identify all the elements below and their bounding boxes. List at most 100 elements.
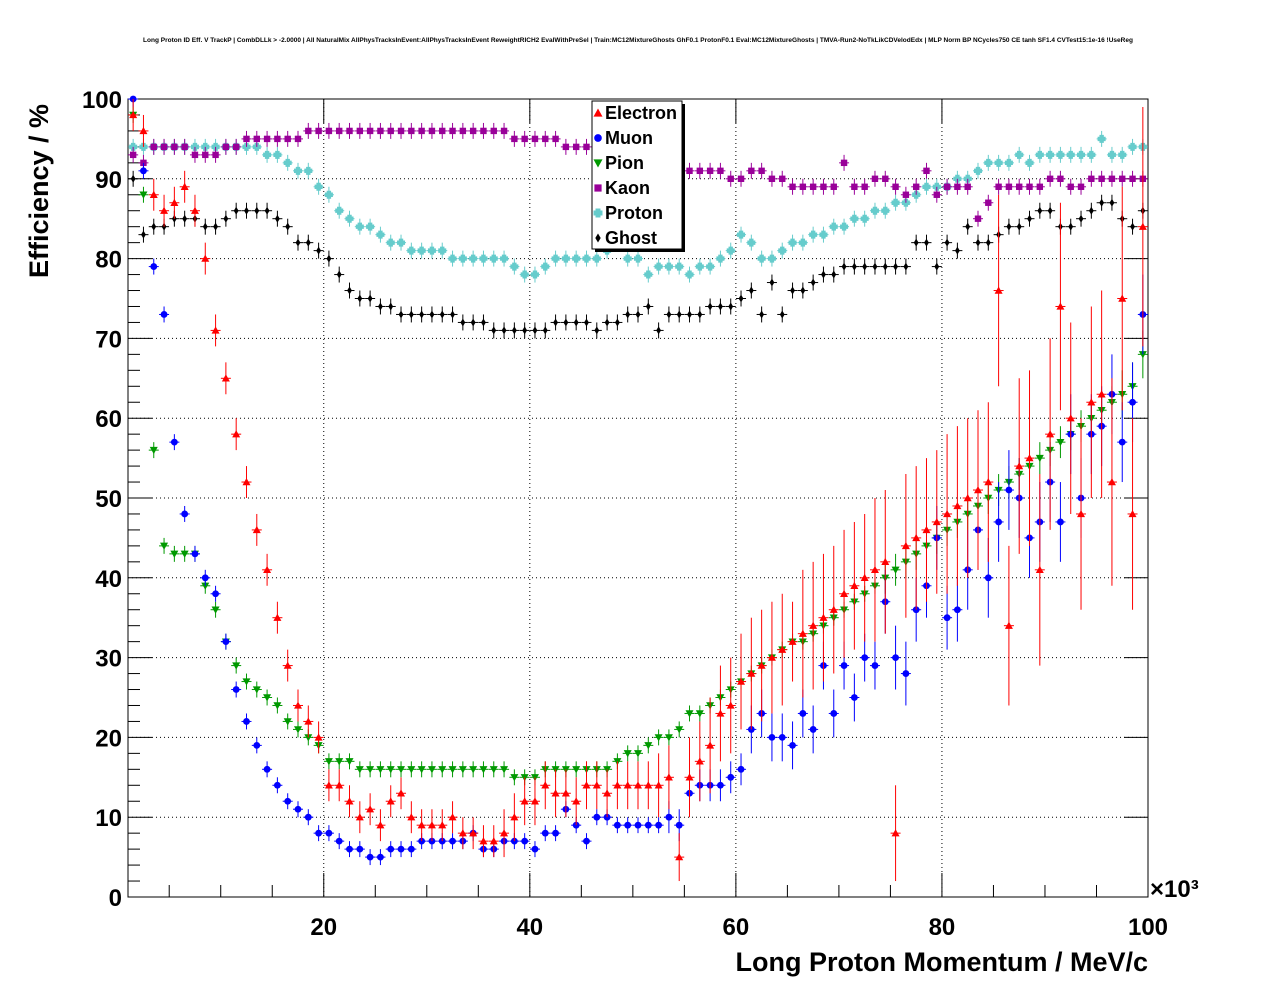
- pion-data-point: [335, 758, 344, 766]
- ghost-data-point: [841, 262, 847, 271]
- muon-data-point: [768, 734, 776, 741]
- electron-data-point: [541, 781, 550, 789]
- proton-data-point: [366, 222, 375, 231]
- ghost-data-point: [316, 246, 322, 255]
- kaon-data-point: [305, 127, 312, 135]
- proton-data-point: [541, 262, 550, 271]
- y-tick-label: 80: [95, 247, 122, 274]
- ghost-data-point: [707, 302, 713, 311]
- electron-data-point: [582, 781, 591, 789]
- kaon-data-point: [511, 135, 518, 143]
- kaon-data-point: [191, 151, 199, 159]
- pion-data-point: [572, 766, 581, 774]
- pion-data-point: [438, 766, 447, 774]
- electron-data-point: [664, 773, 673, 781]
- muon-data-point: [181, 510, 189, 518]
- kaon-data-point: [943, 183, 951, 190]
- pion-data-point: [427, 766, 436, 774]
- kaon-data-point: [397, 127, 405, 135]
- proton-data-point: [1035, 150, 1044, 159]
- y-tick-label: 70: [95, 326, 122, 353]
- muon-data-point: [737, 765, 745, 773]
- ghost-data-point: [429, 310, 435, 319]
- muon-data-point: [541, 829, 549, 837]
- kaon-data-point: [160, 143, 168, 151]
- muon-data-point: [191, 550, 199, 558]
- electron-data-point: [840, 589, 849, 597]
- proton-data-point: [726, 246, 735, 255]
- muon-data-point: [624, 821, 632, 829]
- pion-data-point: [397, 766, 406, 774]
- muon-data-point: [160, 311, 168, 318]
- ghost-data-point: [810, 278, 816, 287]
- proton-data-point: [530, 270, 539, 279]
- muon-data-point: [644, 821, 652, 829]
- pion-data-point: [366, 766, 375, 774]
- muon-data-point: [717, 781, 724, 789]
- ghost-data-point: [542, 326, 548, 335]
- pion-data-point: [294, 726, 302, 734]
- ghost-data-point: [563, 318, 569, 327]
- muon-data-point: [727, 773, 735, 781]
- proton-data-point: [644, 270, 653, 279]
- electron-data-point: [530, 797, 539, 805]
- ghost-data-point: [728, 302, 734, 311]
- proton-data-point: [870, 206, 879, 215]
- muon-data-point: [273, 781, 281, 789]
- muon-data-point: [263, 765, 271, 773]
- kaon-data-point: [974, 215, 982, 222]
- proton-data-point: [1097, 134, 1106, 143]
- kaon-data-point: [706, 167, 714, 175]
- kaon-data-point: [923, 167, 930, 175]
- kaon-data-point: [820, 183, 827, 190]
- electron-data-point: [829, 605, 838, 613]
- proton-data-point: [283, 158, 292, 167]
- x-tick-label: 40: [516, 914, 543, 941]
- electron-data-point: [737, 677, 746, 685]
- muon-data-point: [840, 662, 848, 669]
- muon-data-point: [953, 606, 961, 614]
- proton-data-point: [685, 270, 694, 279]
- muon-data-point: [397, 845, 405, 853]
- y-tick-label: 100: [82, 87, 122, 114]
- electron-data-point: [974, 486, 982, 494]
- electron-data-point: [984, 478, 993, 486]
- ghost-data-point: [450, 310, 455, 319]
- electron-data-point: [767, 653, 776, 661]
- electron-data-point: [448, 813, 457, 821]
- kaon-data-point: [439, 127, 446, 135]
- kaon-data-point: [737, 175, 745, 182]
- kaon-data-point: [809, 183, 817, 190]
- electron-data-point: [561, 789, 570, 797]
- ghost-data-point: [862, 262, 868, 271]
- pion-data-point: [675, 726, 684, 734]
- pion-data-point: [324, 758, 333, 766]
- ghost-data-point: [1099, 198, 1105, 207]
- legend-box: [591, 100, 683, 250]
- proton-data-point: [1087, 150, 1096, 159]
- pion-data-point: [304, 734, 313, 742]
- kaon-data-point: [562, 143, 570, 151]
- kaon-data-point: [449, 127, 456, 135]
- muon-data-point: [613, 821, 621, 829]
- proton-data-point: [654, 262, 663, 271]
- proton-data-point: [809, 230, 818, 239]
- proton-data-point: [891, 198, 900, 207]
- electron-data-point: [417, 821, 426, 829]
- kaon-data-point: [1119, 175, 1126, 182]
- pion-data-point: [500, 766, 509, 774]
- muon-data-point: [150, 263, 158, 270]
- kaon-data-point: [758, 167, 765, 175]
- muon-data-point: [253, 741, 261, 749]
- kaon-data-point: [253, 135, 260, 143]
- ghost-data-point: [851, 262, 857, 271]
- pion-data-point: [180, 550, 189, 558]
- muon-data-point: [170, 438, 178, 446]
- ghost-data-point: [985, 238, 991, 247]
- legend-proton-label: Proton: [605, 203, 663, 223]
- ghost-data-point: [882, 262, 888, 271]
- muon-data-point: [1057, 518, 1064, 526]
- electron-data-point: [139, 126, 148, 135]
- muon-data-point: [387, 845, 395, 853]
- electron-data-point: [149, 190, 158, 198]
